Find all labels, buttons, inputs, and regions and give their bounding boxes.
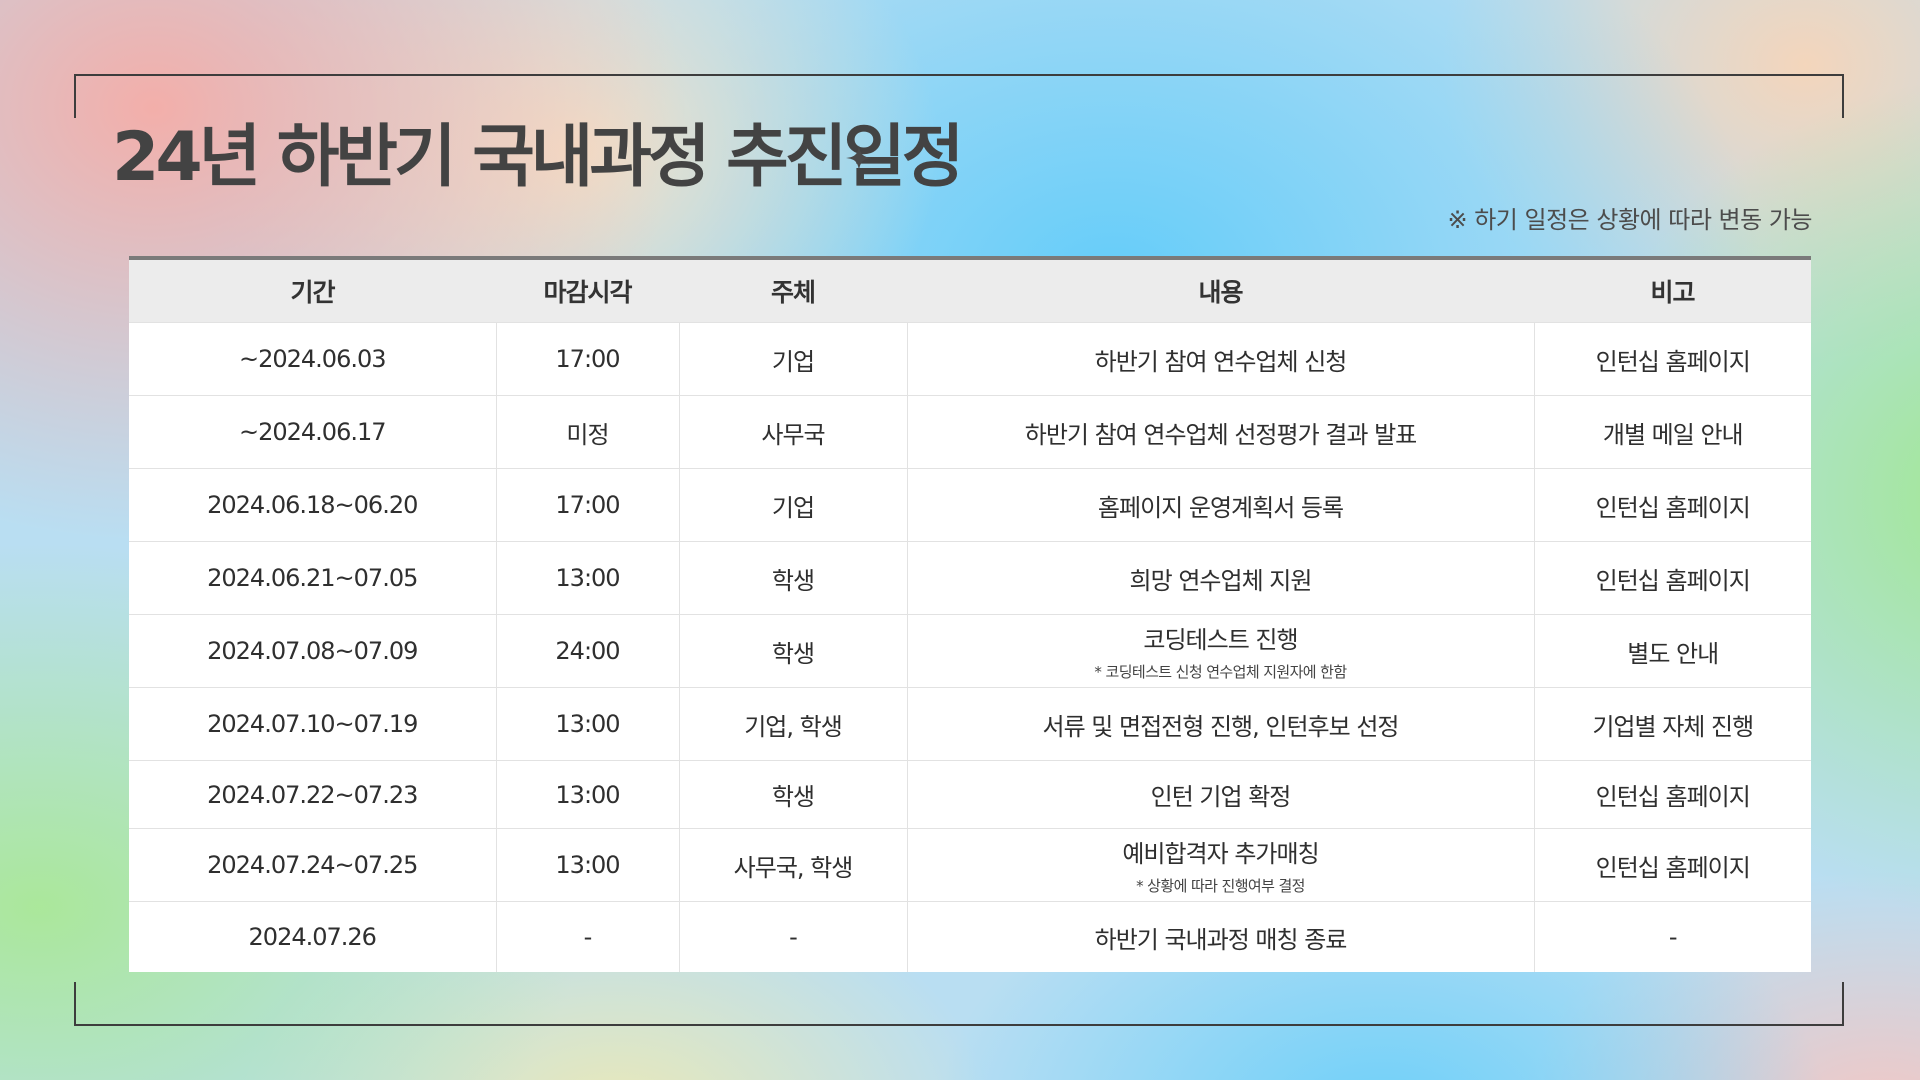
frame-bottom-right-tick (1842, 982, 1844, 1026)
table-row: 2024.07.22~07.23 13:00 학생 인턴 기업 확정 인턴십 홈… (129, 760, 1811, 829)
remark-cell: 기업별 자체 진행 (1533, 687, 1811, 761)
table-row: ~2024.06.17 미정 사무국 하반기 참여 연수업체 선정평가 결과 발… (129, 395, 1811, 469)
period-cell: ~2024.06.03 (129, 322, 496, 396)
remark-cell: 인턴십 홈페이지 (1533, 322, 1811, 396)
content-cell: 희망 연수업체 지원 (906, 541, 1534, 615)
table-row: ~2024.06.03 17:00 기업 하반기 참여 연수업체 신청 인턴십 … (129, 322, 1811, 396)
header-remark: 비고 (1534, 258, 1811, 323)
content-cell: 하반기 참여 연수업체 선정평가 결과 발표 (906, 395, 1534, 469)
content-cell: 코딩테스트 진행 * 코딩테스트 신청 연수업체 지원자에 한함 (906, 614, 1534, 688)
remark-cell: 인턴십 홈페이지 (1533, 541, 1811, 615)
header-content: 내용 (907, 258, 1534, 323)
table-row: 2024.07.10~07.19 13:00 기업, 학생 서류 및 면접전형 … (129, 687, 1811, 761)
subject-cell: 기업 (678, 322, 907, 396)
period-cell: 2024.07.08~07.09 (129, 614, 496, 688)
schedule-table: 기간 마감시각 주체 내용 비고 ~2024.06.03 17:00 기업 하반… (129, 256, 1811, 972)
deadline-cell: 17:00 (495, 322, 679, 396)
four-point-star-icon (846, 145, 872, 171)
subject-cell: 학생 (678, 760, 907, 829)
table-row: 2024.07.26 - - 하반기 국내과정 매칭 종료 - (129, 901, 1811, 972)
deadline-cell: 13:00 (495, 828, 679, 902)
header-deadline: 마감시각 (496, 258, 679, 323)
frame-top-left-tick (74, 74, 76, 118)
content-cell: 하반기 참여 연수업체 신청 (906, 322, 1534, 396)
table-row: 2024.07.08~07.09 24:00 학생 코딩테스트 진행 * 코딩테… (129, 614, 1811, 688)
deadline-cell: 13:00 (495, 760, 679, 829)
period-cell: 2024.06.18~06.20 (129, 468, 496, 542)
subject-cell: 사무국, 학생 (678, 828, 907, 902)
remark-cell: 인턴십 홈페이지 (1533, 760, 1811, 829)
remark-cell: 인턴십 홈페이지 (1533, 468, 1811, 542)
remark-cell: 별도 안내 (1533, 614, 1811, 688)
frame-bottom-line (74, 1024, 1844, 1026)
content-sub-note: * 상황에 따라 진행여부 결정 (1136, 877, 1305, 895)
content-main-text: 예비합격자 추가매칭 (1122, 840, 1319, 868)
deadline-cell: - (495, 901, 679, 972)
content-main-text: 코딩테스트 진행 (1143, 626, 1298, 654)
subject-cell: 기업 (678, 468, 907, 542)
frame-top-right-tick (1842, 74, 1844, 118)
schedule-change-note: ※ 하기 일정은 상황에 따라 변동 가능 (1447, 206, 1812, 234)
remark-cell: - (1533, 901, 1811, 972)
table-row: 2024.06.21~07.05 13:00 학생 희망 연수업체 지원 인턴십… (129, 541, 1811, 615)
deadline-cell: 24:00 (495, 614, 679, 688)
table-header-row: 기간 마감시각 주체 내용 비고 (129, 258, 1811, 323)
table-row: 2024.07.24~07.25 13:00 사무국, 학생 예비합격자 추가매… (129, 828, 1811, 902)
remark-cell: 개별 메일 안내 (1533, 395, 1811, 469)
deadline-cell: 17:00 (495, 468, 679, 542)
header-subject: 주체 (679, 258, 907, 323)
subject-cell: 사무국 (678, 395, 907, 469)
subject-cell: 학생 (678, 614, 907, 688)
period-cell: 2024.06.21~07.05 (129, 541, 496, 615)
header-period: 기간 (129, 258, 496, 323)
content-cell: 하반기 국내과정 매칭 종료 (906, 901, 1534, 972)
deadline-cell: 13:00 (495, 687, 679, 761)
subject-cell: - (678, 901, 907, 972)
frame-top-line (74, 74, 1844, 76)
content-sub-note: * 코딩테스트 신청 연수업체 지원자에 한함 (1094, 663, 1347, 681)
content-cell: 서류 및 면접전형 진행, 인턴후보 선정 (906, 687, 1534, 761)
period-cell: 2024.07.10~07.19 (129, 687, 496, 761)
page-title: 24년 하반기 국내과정 추진일정 (112, 118, 964, 197)
content-cell: 예비합격자 추가매칭 * 상황에 따라 진행여부 결정 (906, 828, 1534, 902)
period-cell: ~2024.06.17 (129, 395, 496, 469)
content-cell: 홈페이지 운영계획서 등록 (906, 468, 1534, 542)
remark-cell: 인턴십 홈페이지 (1533, 828, 1811, 902)
subject-cell: 학생 (678, 541, 907, 615)
frame-bottom-left-tick (74, 982, 76, 1026)
subject-cell: 기업, 학생 (678, 687, 907, 761)
table-row: 2024.06.18~06.20 17:00 기업 홈페이지 운영계획서 등록 … (129, 468, 1811, 542)
period-cell: 2024.07.26 (129, 901, 496, 972)
deadline-cell: 미정 (495, 395, 679, 469)
period-cell: 2024.07.22~07.23 (129, 760, 496, 829)
period-cell: 2024.07.24~07.25 (129, 828, 496, 902)
deadline-cell: 13:00 (495, 541, 679, 615)
content-cell: 인턴 기업 확정 (906, 760, 1534, 829)
